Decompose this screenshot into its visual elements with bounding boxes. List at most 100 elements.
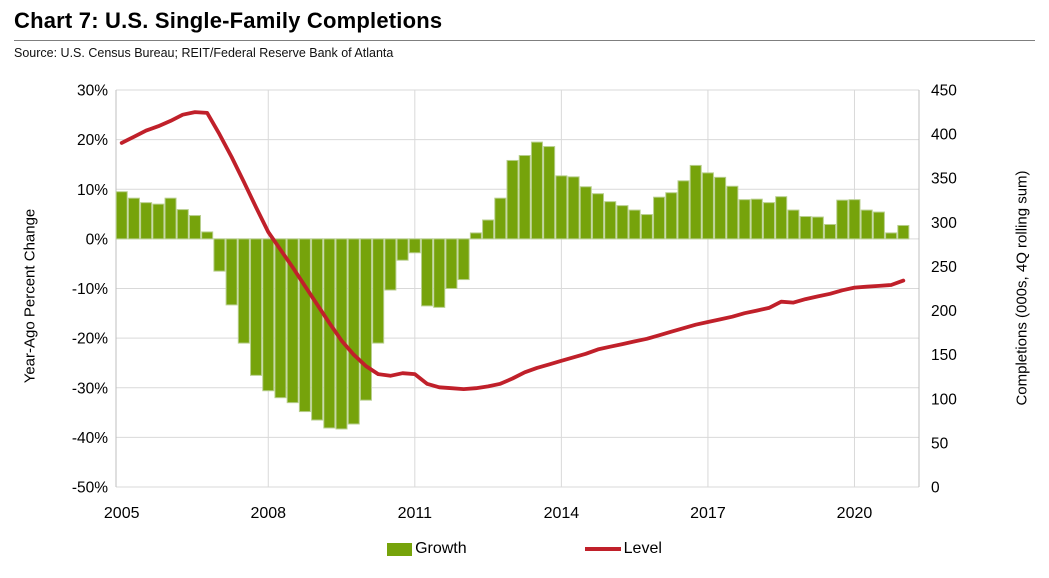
growth-bar <box>848 199 861 240</box>
growth-bar <box>286 238 299 404</box>
legend: Growth Level <box>0 540 1049 558</box>
x-tick-label: 2014 <box>544 505 580 522</box>
y-right-tick-label: 250 <box>931 259 957 276</box>
growth-bar-swatch <box>387 542 413 556</box>
growth-bar <box>714 176 727 240</box>
growth-bar <box>775 196 788 240</box>
growth-bar <box>689 164 702 240</box>
growth-bar <box>298 238 311 413</box>
growth-bar <box>225 238 238 306</box>
growth-bar <box>701 172 714 240</box>
legend-item-growth: Growth <box>387 540 467 558</box>
growth-bar <box>799 216 812 240</box>
growth-bar <box>616 205 629 240</box>
growth-bar <box>494 197 507 240</box>
growth-bar <box>579 186 592 240</box>
y-left-tick-label: 10% <box>77 182 108 199</box>
y-left-tick-label: -10% <box>72 281 108 298</box>
growth-bar <box>237 238 250 344</box>
growth-bar <box>665 192 678 240</box>
legend-label-level: Level <box>623 540 662 557</box>
y-left-tick-label: 20% <box>77 132 108 149</box>
growth-bar <box>885 232 898 240</box>
x-tick-label: 2008 <box>250 505 286 522</box>
growth-bar <box>836 199 849 240</box>
growth-bar <box>372 238 385 344</box>
growth-bar <box>140 202 153 240</box>
growth-bar <box>543 146 556 240</box>
growth-bar <box>555 175 568 240</box>
y-right-tick-label: 400 <box>931 127 957 144</box>
growth-bar <box>335 238 348 430</box>
y-right-tick-label: 100 <box>931 391 957 408</box>
legend-item-level: Level <box>584 540 662 558</box>
y-left-tick-label: 0% <box>86 231 109 248</box>
growth-bar <box>164 197 177 240</box>
growth-bar <box>750 198 763 240</box>
y-left-tick-label: -20% <box>72 331 108 348</box>
y-right-tick-label: 150 <box>931 347 957 364</box>
growth-bar <box>421 238 434 307</box>
right-axis-title: Completions (000s, 4Q rolling sum) <box>1013 170 1031 406</box>
x-tick-label: 2011 <box>398 505 433 522</box>
growth-bar <box>872 211 885 240</box>
chart-header: Chart 7: U.S. Single-Family Completions … <box>0 0 1049 60</box>
growth-bar <box>274 238 287 399</box>
growth-bar <box>115 191 128 240</box>
left-axis-title: Year-Ago Percent Change <box>21 208 39 384</box>
growth-bar <box>824 223 837 240</box>
growth-bar <box>396 238 409 261</box>
growth-bar <box>262 238 275 392</box>
growth-bar <box>250 238 263 376</box>
growth-bar <box>201 231 214 240</box>
y-right-tick-label: 450 <box>931 83 957 100</box>
growth-bar <box>518 155 531 240</box>
growth-bar <box>860 209 873 240</box>
x-tick-label: 2017 <box>690 505 726 522</box>
growth-bar <box>469 232 482 240</box>
y-right-tick-label: 300 <box>931 215 957 232</box>
growth-bar <box>640 214 653 240</box>
growth-bar <box>359 238 372 401</box>
growth-bar <box>213 238 226 272</box>
growth-bar <box>592 193 605 240</box>
y-left-tick-label: -30% <box>72 380 108 397</box>
growth-bar <box>384 238 397 291</box>
level-line-swatch <box>584 547 621 551</box>
growth-bar <box>677 180 690 240</box>
growth-bar <box>323 238 336 429</box>
growth-bar <box>604 201 617 240</box>
level-line <box>119 110 906 392</box>
growth-bar <box>653 196 666 240</box>
growth-bar <box>152 203 165 240</box>
growth-bar <box>408 238 421 254</box>
y-left-tick-label: -50% <box>72 480 108 497</box>
y-right-tick-label: 350 <box>931 171 957 188</box>
growth-bar <box>787 209 800 240</box>
growth-bar <box>762 202 775 240</box>
growth-bar <box>457 238 470 281</box>
growth-bar <box>176 209 189 240</box>
growth-bar <box>347 238 360 425</box>
x-tick-label: 2020 <box>837 505 873 522</box>
y-right-tick-label: 200 <box>931 303 957 320</box>
y-left-tick-label: -40% <box>72 430 108 447</box>
growth-bar <box>726 185 739 240</box>
y-right-tick-label: 50 <box>931 435 949 452</box>
growth-bar <box>738 199 751 240</box>
growth-bar <box>445 238 458 289</box>
growth-bar <box>628 209 641 240</box>
legend-label-growth: Growth <box>415 540 467 557</box>
growth-bar <box>311 238 324 421</box>
growth-bar <box>567 176 580 240</box>
growth-bar <box>506 159 519 240</box>
chart-title: Chart 7: U.S. Single-Family Completions <box>14 8 1035 41</box>
growth-bar <box>897 224 910 240</box>
y-left-tick-label: 30% <box>77 83 108 100</box>
x-tick-label: 2005 <box>104 505 140 522</box>
y-right-tick-label: 0 <box>931 480 940 497</box>
growth-bar <box>127 197 140 240</box>
growth-bar <box>530 141 543 240</box>
